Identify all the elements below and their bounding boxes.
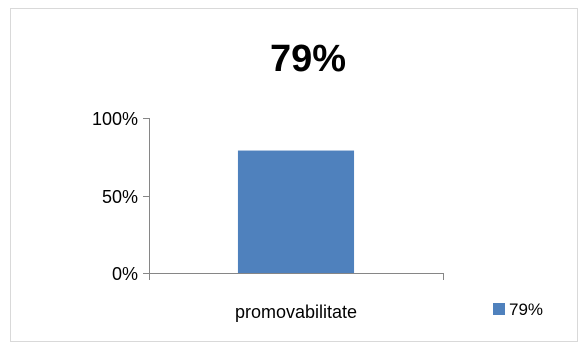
legend: 79% xyxy=(493,300,543,319)
axis-layer xyxy=(149,118,443,274)
y-tick-label: 50% xyxy=(102,187,138,207)
chart-title: 79% xyxy=(270,38,346,80)
x-category-labels: promovabilitate xyxy=(149,273,444,322)
y-tick-labels: 0% 50% 100% xyxy=(92,109,149,284)
y-tick-label: 100% xyxy=(92,109,138,129)
bars-layer xyxy=(237,150,355,273)
y-tick-label: 0% xyxy=(112,264,138,284)
x-category-label: promovabilitate xyxy=(235,302,357,322)
bar-promovabilitate xyxy=(237,150,355,273)
legend-swatch xyxy=(493,303,505,315)
legend-label: 79% xyxy=(509,300,543,319)
